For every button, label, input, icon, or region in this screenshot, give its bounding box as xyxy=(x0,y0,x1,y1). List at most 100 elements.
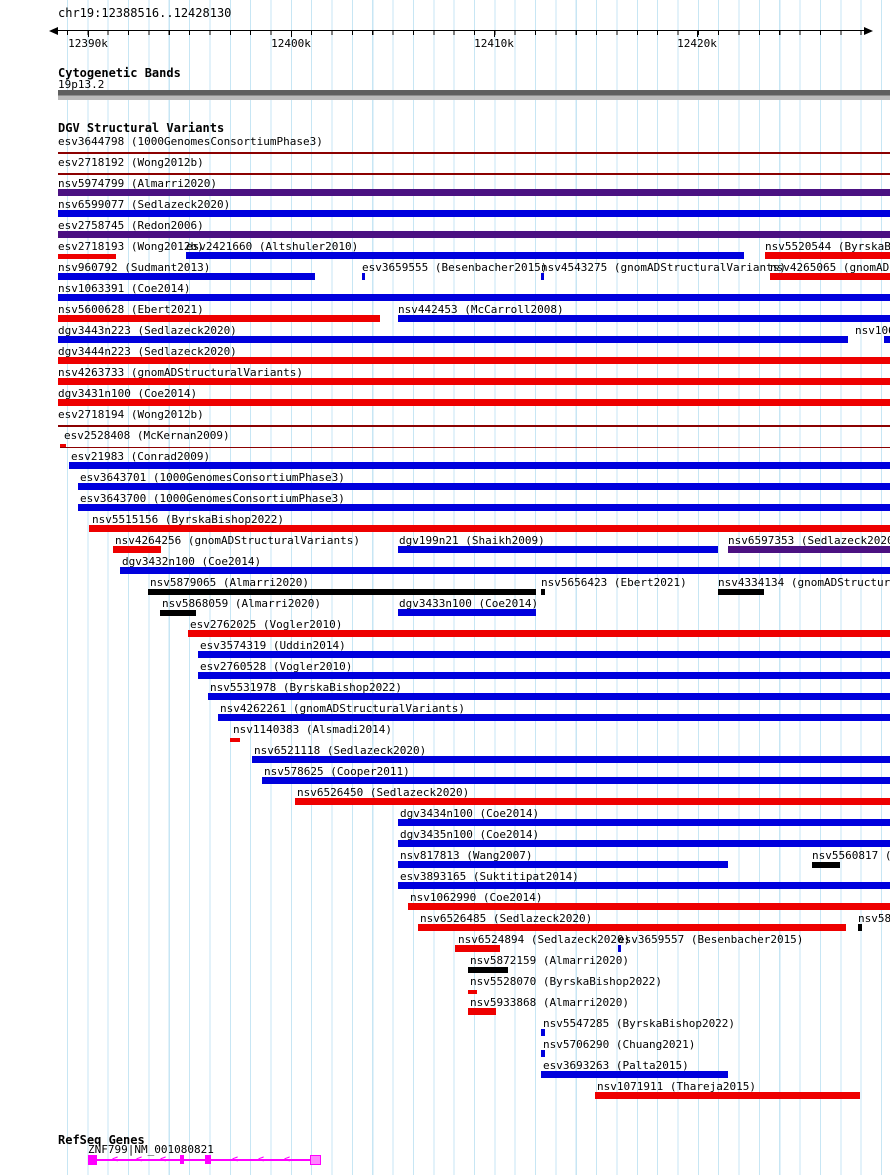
variant-bar[interactable] xyxy=(58,173,890,175)
variant-bar[interactable] xyxy=(58,189,890,196)
variant-bar[interactable] xyxy=(295,798,890,805)
variant-bar[interactable] xyxy=(468,1008,496,1015)
variant-label: nsv6524894 (Sedlazeck2020) xyxy=(458,933,631,946)
ruler-tick xyxy=(88,30,89,37)
variant-bar[interactable] xyxy=(252,756,890,763)
variant-bar[interactable] xyxy=(398,819,890,826)
variant-bar[interactable] xyxy=(858,924,862,931)
gene-direction-arrow-icon: < xyxy=(160,1154,167,1165)
variant-bar[interactable] xyxy=(58,378,890,385)
variant-bar[interactable] xyxy=(113,546,161,553)
variant-bar[interactable] xyxy=(230,738,240,742)
variant-bar[interactable] xyxy=(541,589,545,595)
variant-bar[interactable] xyxy=(58,315,380,322)
variant-label: esv2718192 (Wong2012b) xyxy=(58,156,204,169)
variant-bar[interactable] xyxy=(78,483,890,490)
variant-label: dgv3431n100 (Coe2014) xyxy=(58,387,198,400)
variant-bar[interactable] xyxy=(362,273,365,280)
variant-label: nsv5933868 (Almarri2020) xyxy=(470,996,629,1009)
variant-label: nsv5531978 (ByrskaBishop2022) xyxy=(210,681,403,694)
variant-label: esv3644798 (1000GenomesConsortiumPhase3) xyxy=(58,135,323,148)
variant-bar[interactable] xyxy=(595,1092,860,1099)
variant-bar[interactable] xyxy=(812,862,840,868)
variant-bar[interactable] xyxy=(541,1071,728,1078)
variant-bar[interactable] xyxy=(398,882,890,889)
variant-label: nsv442453 (McCarroll2008) xyxy=(398,303,564,316)
gene-exon[interactable] xyxy=(88,1155,97,1165)
variant-label: nsv5872159 (Almarri2020) xyxy=(470,954,629,967)
variant-label: nsv5974799 (Almarri2020) xyxy=(58,177,217,190)
variant-bar[interactable] xyxy=(58,210,890,217)
variant-bar[interactable] xyxy=(262,777,890,784)
variant-label: nsv58 xyxy=(858,912,890,925)
variant-bar[interactable] xyxy=(468,990,477,994)
variant-bar[interactable] xyxy=(770,273,890,280)
gene-exon[interactable] xyxy=(310,1155,321,1165)
variant-bar[interactable] xyxy=(398,861,728,868)
variant-label: nsv1140383 (Alsmadi2014) xyxy=(233,723,392,736)
variant-bar[interactable] xyxy=(58,254,116,259)
variant-label: esv3643700 (1000GenomesConsortiumPhase3) xyxy=(80,492,345,505)
variant-bar[interactable] xyxy=(58,231,890,238)
variant-bar[interactable] xyxy=(198,651,890,658)
variant-label: esv2760528 (Vogler2010) xyxy=(200,660,353,673)
variant-bar[interactable] xyxy=(78,504,890,511)
variant-bar[interactable] xyxy=(455,945,500,952)
variant-label: esv3659555 (Besenbacher2015) xyxy=(362,261,548,274)
variant-bar[interactable] xyxy=(58,399,890,406)
variant-bar[interactable] xyxy=(408,903,890,910)
variant-label: dgv3443n223 (Sedlazeck2020) xyxy=(58,324,237,337)
variant-label: esv3643701 (1000GenomesConsortiumPhase3) xyxy=(80,471,345,484)
variant-bar[interactable] xyxy=(60,447,890,448)
gene-exon[interactable] xyxy=(205,1155,211,1164)
variant-bar[interactable] xyxy=(160,610,196,616)
variant-label: nsv6521118 (Sedlazeck2020) xyxy=(254,744,427,757)
variant-bar[interactable] xyxy=(618,945,621,952)
variant-bar[interactable] xyxy=(765,252,890,259)
variant-label: esv2758745 (Redon2006) xyxy=(58,219,204,232)
refseq-title: RefSeq Genes xyxy=(58,1133,145,1147)
ruler-right-arrow-icon xyxy=(864,27,873,35)
variant-label: nsv4262261 (gnomADStructuralVariants) xyxy=(220,702,466,715)
variant-label: nsv578625 (Cooper2011) xyxy=(264,765,410,778)
ruler-tick xyxy=(494,30,495,37)
variant-bar[interactable] xyxy=(218,714,890,721)
variant-label: esv21983 (Conrad2009) xyxy=(71,450,211,463)
ruler-minor-ticks xyxy=(67,31,864,35)
variant-bar[interactable] xyxy=(418,924,846,931)
variant-bar[interactable] xyxy=(58,357,890,364)
variant-bar[interactable] xyxy=(541,273,544,280)
variant-bar[interactable] xyxy=(58,336,848,343)
dgv-title: DGV Structural Variants xyxy=(58,121,225,135)
ruler-tick xyxy=(291,30,292,37)
cytoband-bar[interactable] xyxy=(58,90,890,100)
variant-bar[interactable] xyxy=(89,525,890,532)
variant-bar[interactable] xyxy=(58,294,890,301)
variant-bar[interactable] xyxy=(208,693,890,700)
variant-bar[interactable] xyxy=(120,567,890,574)
variant-bar[interactable] xyxy=(718,589,764,595)
variant-bar[interactable] xyxy=(58,273,315,280)
variant-bar[interactable] xyxy=(60,444,66,448)
variant-bar[interactable] xyxy=(398,609,536,616)
variant-bar[interactable] xyxy=(728,546,890,553)
variant-bar[interactable] xyxy=(69,462,890,469)
gene-exon[interactable] xyxy=(180,1155,184,1164)
variant-bar[interactable] xyxy=(188,630,890,637)
variant-bar[interactable] xyxy=(398,546,718,553)
variant-label: nsv960792 (Sudmant2013) xyxy=(58,261,211,274)
variant-bar[interactable] xyxy=(198,672,890,679)
variant-label: nsv1071911 (Thareja2015) xyxy=(597,1080,756,1093)
variant-bar[interactable] xyxy=(58,425,890,427)
cytoband-label: 19p13.2 xyxy=(58,78,105,91)
variant-bar[interactable] xyxy=(541,1050,545,1057)
variant-bar[interactable] xyxy=(884,336,890,343)
variant-bar[interactable] xyxy=(541,1029,545,1036)
variant-bar[interactable] xyxy=(468,967,508,973)
variant-bar[interactable] xyxy=(186,252,744,259)
variant-bar[interactable] xyxy=(398,315,890,322)
variant-bar[interactable] xyxy=(58,152,890,154)
variant-bar[interactable] xyxy=(398,840,890,847)
variant-bar[interactable] xyxy=(148,589,536,595)
